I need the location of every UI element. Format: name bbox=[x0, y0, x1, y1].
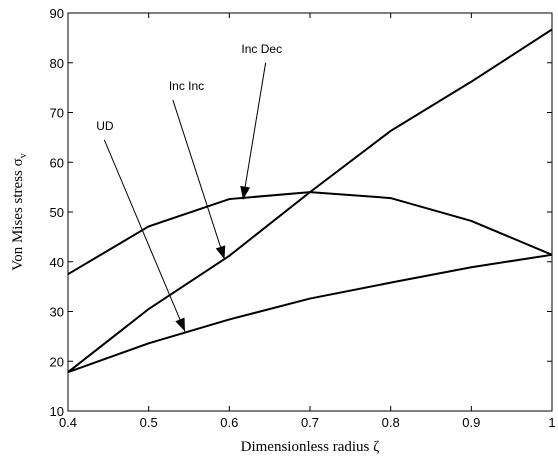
y-tick-label: 90 bbox=[50, 6, 64, 21]
x-tick-label: 1 bbox=[548, 415, 555, 430]
y-axis-title-subscript: v bbox=[18, 153, 29, 158]
x-tick-label: 0.8 bbox=[382, 415, 400, 430]
y-tick-label: 50 bbox=[50, 205, 64, 220]
y-tick-label: 80 bbox=[50, 56, 64, 71]
annotation-inc-dec-label: Inc Dec bbox=[241, 42, 282, 56]
series-ud-line bbox=[67, 253, 553, 374]
x-tick-label: 0.4 bbox=[59, 415, 77, 430]
annotation-ud-arrow-line bbox=[103, 139, 186, 332]
x-tick-label: 0.7 bbox=[301, 415, 319, 430]
y-tick-label: 20 bbox=[50, 354, 64, 369]
series-inc-inc-line bbox=[67, 28, 553, 373]
plot-area: 0.4 0.5 0.6 0.7 0.8 0.9 1 10 20 30 40 50 60 70 80 90 UD I… bbox=[50, 6, 556, 430]
annotation-inc-inc-arrow-head bbox=[215, 245, 226, 260]
plot-frame bbox=[67, 12, 553, 412]
annotation-inc-inc-label: Inc Inc bbox=[169, 79, 204, 93]
x-tick-label: 0.6 bbox=[220, 415, 238, 430]
x-axis-title: Dimensionless radius ζ bbox=[241, 439, 380, 455]
y-axis-title: Von Mises stress σv bbox=[10, 153, 29, 270]
y-tick-label: 60 bbox=[50, 155, 64, 170]
annotation-ud-arrow-head bbox=[175, 317, 185, 332]
y-tick-label: 30 bbox=[50, 305, 64, 320]
y-axis-title-main: Von Mises stress σ bbox=[10, 158, 26, 270]
y-tick-label: 40 bbox=[50, 255, 64, 270]
x-tick-label: 0.5 bbox=[140, 415, 158, 430]
x-tick-label: 0.9 bbox=[462, 415, 480, 430]
y-tick-label: 70 bbox=[50, 106, 64, 121]
annotation-inc-dec-arrow-line bbox=[242, 62, 267, 200]
y-tick-label: 10 bbox=[50, 404, 64, 419]
annotation-ud-label: UD bbox=[96, 119, 114, 133]
series-inc-dec-line bbox=[67, 191, 553, 276]
annotation-inc-inc-arrow-line bbox=[172, 99, 225, 260]
annotation-inc-dec-arrow-head bbox=[240, 185, 251, 200]
